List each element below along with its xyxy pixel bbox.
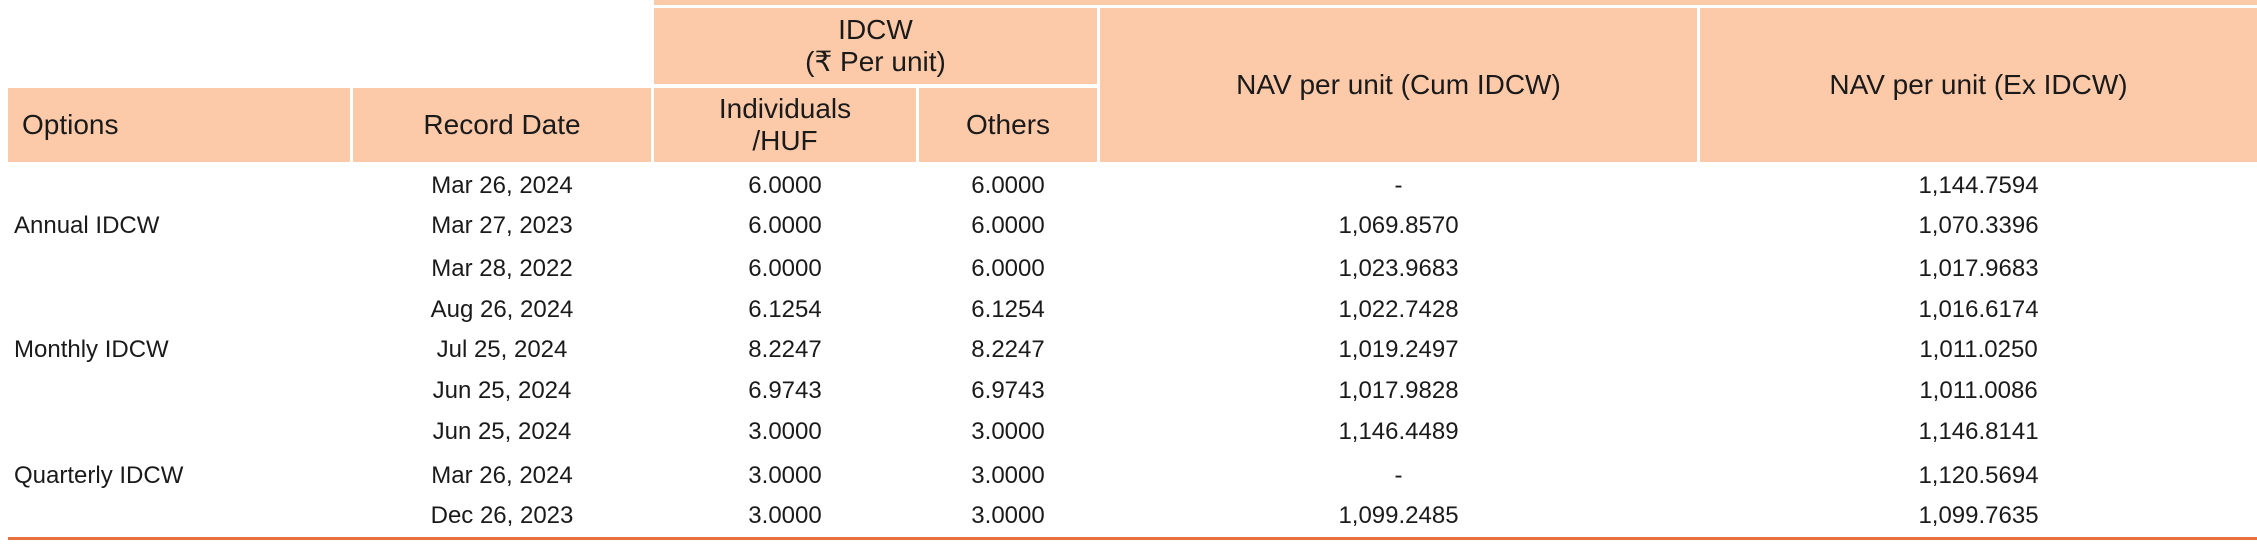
nav-cum-cell: 1,019.2497 <box>1338 336 1459 363</box>
nav-cum-cell: 1,022.7428 <box>1338 296 1459 323</box>
header-nav-ex: NAV per unit (Ex IDCW) <box>1700 8 2257 162</box>
record-date-cell: Mar 26, 2024 <box>431 462 573 489</box>
record-date-cell: Jun 25, 2024 <box>432 418 572 445</box>
individuals-cell: 6.9743 <box>748 377 822 404</box>
header-options: Options <box>8 88 350 162</box>
nav-cum-cell: - <box>1394 462 1403 489</box>
nav-cum-cell: - <box>1394 172 1403 199</box>
nav-ex-cell: 1,016.6174 <box>1918 296 2039 323</box>
header-top-band <box>654 0 2257 5</box>
nav-ex-cell: 1,144.7594 <box>1918 172 2039 199</box>
individuals-cell: 6.0000 <box>748 212 822 239</box>
others-cell: 3.0000 <box>971 418 1045 445</box>
record-date-cell: Mar 26, 2024 <box>431 172 573 199</box>
header-idcw-sublabel: (₹ Per unit) <box>805 46 946 77</box>
option-label: Annual IDCW <box>14 212 160 239</box>
header-record-date: Record Date <box>353 88 651 162</box>
nav-cum-cell: 1,146.4489 <box>1338 418 1459 445</box>
nav-cum-cell: 1,017.9828 <box>1338 377 1459 404</box>
others-cell: 6.9743 <box>971 377 1045 404</box>
others-cell: 6.0000 <box>971 255 1045 282</box>
individuals-cell: 3.0000 <box>748 462 822 489</box>
others-cell: 6.0000 <box>971 172 1045 199</box>
header-individuals: Individuals /HUF <box>654 88 916 162</box>
individuals-cell: 8.2247 <box>748 336 822 363</box>
nav-ex-cell: 1,011.0086 <box>1919 377 2038 404</box>
header-others: Others <box>919 88 1097 162</box>
others-cell: 6.0000 <box>971 212 1045 239</box>
nav-ex-cell: 1,017.9683 <box>1918 255 2039 282</box>
others-cell: 6.1254 <box>971 296 1045 323</box>
record-date-cell: Aug 26, 2024 <box>430 296 574 323</box>
record-date-cell: Jun 25, 2024 <box>432 377 572 404</box>
individuals-cell: 3.0000 <box>748 502 822 529</box>
nav-cum-cell: 1,069.8570 <box>1338 212 1459 239</box>
nav-ex-cell: 1,120.5694 <box>1918 462 2039 489</box>
individuals-cell: 6.1254 <box>748 296 822 323</box>
table-bottom-rule <box>8 537 2257 540</box>
individuals-cell: 6.0000 <box>748 172 822 199</box>
header-nav-cum: NAV per unit (Cum IDCW) <box>1100 8 1697 162</box>
nav-ex-cell: 1,011.0250 <box>1919 336 2038 363</box>
record-date-cell: Mar 27, 2023 <box>431 212 573 239</box>
others-cell: 3.0000 <box>971 462 1045 489</box>
nav-cum-cell: 1,023.9683 <box>1338 255 1459 282</box>
option-label: Quarterly IDCW <box>14 462 184 489</box>
option-label: Monthly IDCW <box>14 336 169 363</box>
others-cell: 8.2247 <box>971 336 1045 363</box>
nav-ex-cell: 1,099.7635 <box>1918 502 2039 529</box>
record-date-cell: Dec 26, 2023 <box>430 502 574 529</box>
record-date-cell: Mar 28, 2022 <box>431 255 573 282</box>
individuals-cell: 6.0000 <box>748 255 822 282</box>
nav-ex-cell: 1,146.8141 <box>1918 418 2039 445</box>
nav-ex-cell: 1,070.3396 <box>1918 212 2039 239</box>
nav-cum-cell: 1,099.2485 <box>1338 502 1459 529</box>
header-idcw-group: IDCW (₹ Per unit) <box>654 8 1097 84</box>
header-idcw-label: IDCW <box>838 14 913 45</box>
record-date-cell: Jul 25, 2024 <box>436 336 568 363</box>
individuals-cell: 3.0000 <box>748 418 822 445</box>
others-cell: 3.0000 <box>971 502 1045 529</box>
